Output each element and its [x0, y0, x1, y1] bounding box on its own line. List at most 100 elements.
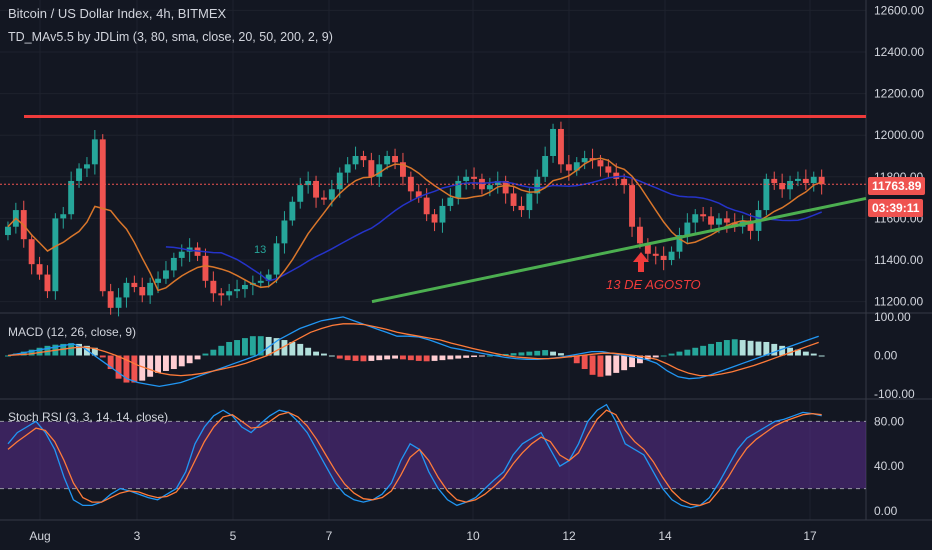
- candle: [218, 293, 225, 296]
- time-axis[interactable]: Aug 3 5 7 10 12 14 17: [29, 529, 817, 543]
- macd-histogram-bar: [597, 355, 604, 377]
- candle: [265, 274, 272, 281]
- macd-histogram-bar: [36, 347, 43, 356]
- candle: [131, 282, 138, 288]
- macd-histogram-bar: [289, 341, 296, 356]
- macd-histogram-bar: [431, 355, 438, 361]
- candle: [352, 156, 359, 165]
- candle: [226, 291, 233, 296]
- macd-histogram-bar: [360, 355, 367, 362]
- macd-histogram-bar: [471, 355, 477, 358]
- candle: [668, 251, 675, 260]
- macd-histogram-bar: [234, 340, 240, 356]
- candle: [795, 178, 801, 181]
- candle: [723, 218, 730, 223]
- macd-histogram-bar: [194, 355, 201, 360]
- macd-histogram-bar: [676, 351, 683, 356]
- time-tick-label: 17: [803, 529, 817, 543]
- candle: [779, 183, 786, 190]
- macd-histogram-bar: [684, 349, 691, 356]
- macd-histogram-bar: [202, 353, 209, 356]
- macd-histogram-bar: [558, 353, 564, 356]
- macd-histogram-bar: [328, 355, 335, 357]
- indicator-legend[interactable]: TD_MAv5.5 by JDLim (3, 80, sma, close, 2…: [8, 30, 333, 44]
- macd-histogram-bar: [668, 353, 675, 356]
- macd-histogram-bar: [400, 355, 406, 360]
- candle: [637, 226, 643, 244]
- macd-histogram-bar: [581, 355, 588, 370]
- macd-histogram-bar: [20, 351, 27, 356]
- macd-histogram-bar: [352, 355, 359, 361]
- stoch-tick-label: 0.00: [874, 504, 898, 518]
- candle: [415, 191, 422, 198]
- candle: [423, 197, 430, 215]
- macd-histogram-bar: [281, 340, 288, 356]
- ma-slow-line: [165, 175, 822, 282]
- candle: [305, 180, 312, 186]
- time-tick-label: 14: [658, 529, 672, 543]
- candle: [486, 185, 493, 190]
- candle: [368, 160, 375, 177]
- macd-legend[interactable]: MACD (12, 26, close, 9): [8, 325, 137, 339]
- candle: [281, 220, 288, 244]
- candle: [115, 297, 122, 308]
- macd-histogram-bar: [637, 355, 643, 364]
- macd-histogram-bar: [305, 347, 312, 356]
- candle: [202, 255, 209, 281]
- macd-histogram-bar: [76, 343, 82, 356]
- price-pane[interactable]: [0, 114, 867, 317]
- candle: [447, 197, 454, 206]
- price-tick-label: 12200.00: [874, 87, 924, 101]
- candle: [344, 164, 351, 173]
- candle: [652, 253, 659, 256]
- macd-histogram-bar: [810, 353, 817, 356]
- up-arrow-icon: [633, 252, 649, 272]
- stoch-k-line: [7, 403, 822, 509]
- candle: [439, 205, 446, 223]
- macd-histogram-bar: [731, 339, 738, 356]
- macd-histogram-bar: [463, 355, 470, 358]
- candle: [107, 291, 114, 308]
- macd-histogram-bar: [115, 355, 122, 379]
- candle: [771, 178, 778, 184]
- time-tick-label: 12: [562, 529, 576, 543]
- candle: [170, 257, 177, 271]
- candle: [147, 282, 154, 296]
- candle: [708, 216, 714, 225]
- macd-pane[interactable]: [5, 316, 825, 388]
- candle: [257, 280, 264, 283]
- last-price-badge: 11763.89: [868, 177, 926, 195]
- ma-placeholder: [8, 176, 664, 281]
- macd-histogram-bar: [795, 349, 801, 356]
- candle: [36, 264, 43, 275]
- macd-histogram-bar: [123, 355, 130, 383]
- candle: [550, 128, 556, 156]
- candle: [573, 162, 580, 171]
- macd-histogram-bar: [273, 338, 280, 356]
- macd-histogram-bar: [739, 340, 746, 356]
- candle: [802, 178, 809, 184]
- macd-histogram-bar: [494, 354, 501, 356]
- macd-tick-label: -100.00: [874, 387, 915, 401]
- candle: [76, 168, 82, 181]
- macd-histogram-bar: [257, 336, 264, 356]
- candle: [676, 235, 683, 252]
- countdown-badge: 03:39:11: [868, 199, 924, 217]
- macd-histogram-bar: [313, 351, 319, 356]
- macd-histogram-bar: [5, 355, 11, 357]
- stoch-pane[interactable]: [0, 403, 866, 509]
- macd-histogram-bar: [787, 347, 793, 356]
- candle: [139, 287, 146, 296]
- candle: [297, 185, 304, 202]
- macd-histogram-bar: [163, 355, 169, 371]
- macd-histogram-bar: [186, 355, 193, 364]
- stoch-legend[interactable]: Stoch RSI (3, 3, 14, 14, close): [8, 410, 169, 424]
- candle: [621, 178, 628, 186]
- macd-histogram-bar: [376, 355, 383, 361]
- candle: [392, 156, 398, 163]
- candle: [321, 197, 327, 200]
- candle: [400, 162, 406, 177]
- price-axis[interactable]: 11200.0011400.0011600.0011800.0012000.00…: [874, 3, 924, 518]
- macd-histogram-bar: [613, 355, 620, 373]
- candle: [747, 220, 754, 231]
